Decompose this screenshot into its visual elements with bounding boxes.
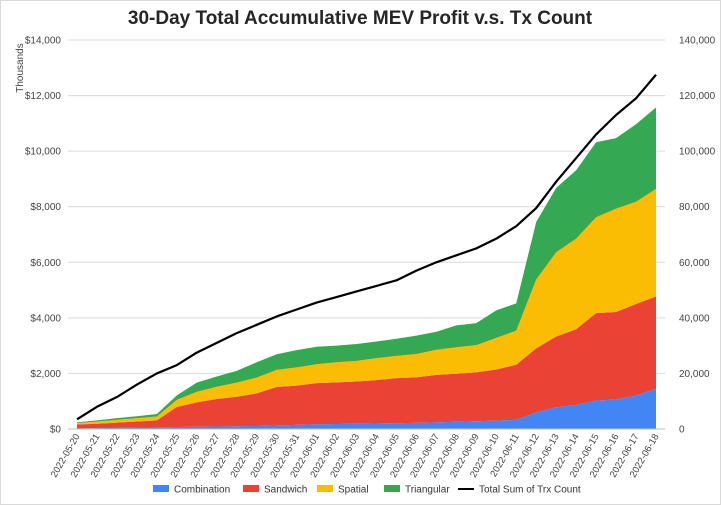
y-tick-label: $6,000 xyxy=(30,258,61,269)
y2-tick-label: 100,000 xyxy=(679,147,716,158)
area-combination xyxy=(77,388,656,429)
y-tick-label: $10,000 xyxy=(25,147,62,158)
legend-swatch xyxy=(384,485,400,492)
y-tick-label: $2,000 xyxy=(30,369,61,380)
legend: Combination Sandwich Spatial Triangular Tota… xyxy=(153,485,581,496)
area-series xyxy=(77,107,656,429)
area-sandwich xyxy=(77,296,656,429)
line-total-trx-count xyxy=(76,74,657,421)
y2-axis-ticks: 0 20,000 40,000 60,000 80,000 100,000 120,000 1… xyxy=(679,36,716,436)
legend-label: Combination xyxy=(174,485,230,496)
y2-tick-label: 80,000 xyxy=(679,202,710,213)
y2-tick-label: 120,000 xyxy=(679,91,716,102)
legend-label: Triangular xyxy=(405,485,450,496)
legend-swatch xyxy=(153,485,169,492)
y2-tick-label: 20,000 xyxy=(679,369,710,380)
y-axis-label: Thousands xyxy=(15,43,26,92)
y-axis-ticks: $0 $2,000 $4,000 $6,000 $8,000 $10,000 $12,000… xyxy=(25,36,62,436)
y2-tick-label: 60,000 xyxy=(679,258,710,269)
legend-label: Total Sum of Trx Count xyxy=(479,485,581,496)
legend-swatch xyxy=(243,485,259,492)
y-tick-label: $8,000 xyxy=(30,202,61,213)
y-tick-label: $14,000 xyxy=(25,36,62,47)
y2-tick-label: 40,000 xyxy=(679,313,710,324)
chart-title: 30-Day Total Accumulative MEV Profit v.s… xyxy=(128,8,593,29)
y-tick-label: $4,000 xyxy=(30,313,61,324)
y2-tick-label: 0 xyxy=(679,425,685,436)
y2-tick-label: 140,000 xyxy=(679,36,716,47)
line-series xyxy=(76,74,657,421)
legend-swatch xyxy=(317,485,333,492)
area-triangular xyxy=(77,107,656,424)
area-spatial xyxy=(77,188,656,425)
legend-label: Sandwich xyxy=(264,485,307,496)
x-axis-ticks: 2022-05-202022-05-212022-05-222022-05-23… xyxy=(49,432,662,480)
legend-label: Spatial xyxy=(338,485,369,496)
y-tick-label: $12,000 xyxy=(25,91,62,102)
y-tick-label: $0 xyxy=(50,425,62,436)
